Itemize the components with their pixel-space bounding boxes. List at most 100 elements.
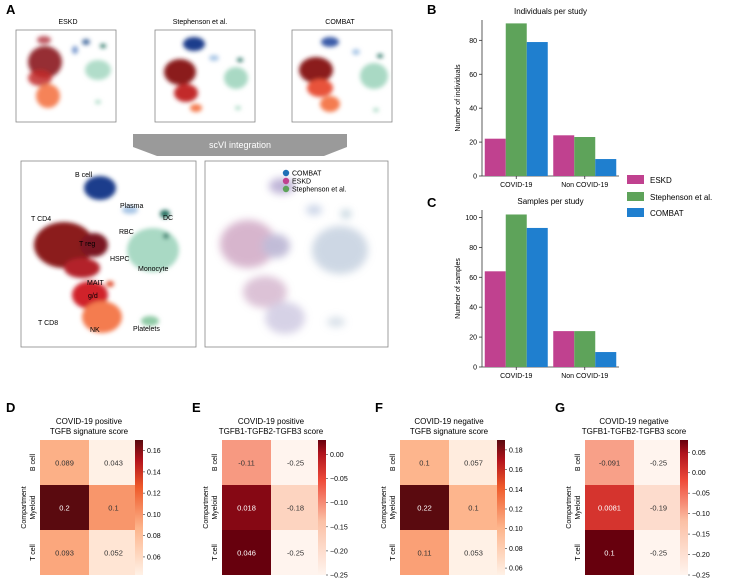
colorbar-tick-label: 0.16 bbox=[147, 448, 161, 455]
colorbar-tick-label: −0.25 bbox=[692, 573, 710, 579]
x-tick-label: Non COVID-19 bbox=[561, 373, 608, 380]
colorbar bbox=[318, 440, 326, 575]
colorbar-tick-label: −0.20 bbox=[692, 552, 710, 559]
heatmap-value: 0.046 bbox=[237, 549, 256, 558]
label-b-cell: B cell bbox=[75, 172, 93, 179]
heatmap-value: -0.25 bbox=[650, 459, 667, 468]
heatmap-title: TGFB signature score bbox=[50, 427, 129, 436]
heatmap-row-label: T cell bbox=[212, 544, 219, 561]
legend-marker-eskd bbox=[282, 177, 290, 185]
colorbar-tick-label: 0.12 bbox=[509, 506, 523, 513]
bar-eskd-non-covid-19 bbox=[553, 331, 575, 367]
label-t-cd8: T CD8 bbox=[38, 320, 58, 327]
heatmap-title: COVID-19 negative bbox=[599, 417, 669, 426]
legend-label-stephenson: Stephenson et al. bbox=[292, 187, 347, 194]
y-tick-label: 40 bbox=[469, 106, 477, 113]
heatmap-cell bbox=[585, 440, 634, 485]
heatmap-cell bbox=[89, 485, 138, 530]
heatmap-row-label: Myeloid bbox=[212, 495, 219, 519]
heatmap-cell bbox=[89, 440, 138, 485]
colorbar-tick-label: 0.06 bbox=[147, 554, 161, 561]
heatmap-value: 0.22 bbox=[417, 504, 432, 513]
label-t-reg: T reg bbox=[79, 241, 95, 248]
heatmap-row-label: Myeloid bbox=[30, 495, 37, 519]
heatmap-value: -0.11 bbox=[238, 459, 255, 468]
heatmap-cell bbox=[634, 530, 683, 575]
bar-combat-covid-19 bbox=[526, 227, 548, 367]
x-tick-label: Non COVID-19 bbox=[561, 182, 608, 189]
heatmap-title: COVID-19 negative bbox=[414, 417, 484, 426]
heatmap-row-label: T cell bbox=[390, 544, 397, 561]
umap-eskd: ESKD bbox=[15, 19, 117, 123]
heatmap-cell bbox=[89, 530, 138, 575]
heatmap-cell bbox=[271, 440, 320, 485]
label-nk: NK bbox=[90, 327, 100, 334]
chart-title: Individuals per study bbox=[514, 7, 587, 16]
umap-legend: COMBAT ESKD Stephenson et al. bbox=[282, 169, 347, 194]
umap-stephenson: Stephenson et al. bbox=[154, 19, 256, 123]
umap-combat: COMBAT bbox=[291, 19, 393, 123]
bar-combat-non-covid-19 bbox=[595, 159, 617, 176]
bar-chart-samples: Samples per study 0 20 40 60 80 100 Number of s… bbox=[455, 197, 619, 380]
heatmap-value: 0.0081 bbox=[598, 504, 621, 513]
legend-label-combat: COMBAT bbox=[292, 171, 322, 178]
y-tick-label: 20 bbox=[469, 140, 477, 147]
panel-letter-d: D bbox=[6, 400, 15, 415]
label-monocyte: Monocyte bbox=[138, 266, 168, 273]
umap-title-stephenson: Stephenson et al. bbox=[173, 19, 228, 26]
heatmap-row-label: B cell bbox=[575, 454, 582, 472]
colorbar-tick-label: 0.08 bbox=[509, 546, 523, 553]
colorbar-tick-label: 0.08 bbox=[147, 533, 161, 540]
bar-stephenson-et-al--covid-19 bbox=[505, 23, 527, 177]
heatmap-value: 0.053 bbox=[464, 549, 483, 558]
x-tick-label: COVID-19 bbox=[500, 373, 532, 380]
chart-title: Samples per study bbox=[517, 197, 583, 206]
colorbar-tick-label: −0.10 bbox=[692, 511, 710, 518]
bar-combat-covid-19 bbox=[526, 42, 548, 176]
heatmap-row-label: Myeloid bbox=[575, 495, 582, 519]
colorbar-tick-label: −0.15 bbox=[692, 532, 710, 539]
y-tick-label: 80 bbox=[469, 38, 477, 45]
heatmap-value: 0.052 bbox=[104, 549, 123, 558]
legend-label-eskd: ESKD bbox=[292, 179, 311, 186]
heatmap-value: 0.093 bbox=[55, 549, 74, 558]
y-tick-label: 40 bbox=[469, 305, 477, 312]
panel-letter-b: B bbox=[427, 2, 436, 17]
y-tick-label: 60 bbox=[469, 72, 477, 79]
bar-combat-non-covid-19 bbox=[595, 352, 617, 367]
colorbar-tick-label: −0.05 bbox=[692, 491, 710, 498]
colorbar-tick-label: 0.00 bbox=[330, 452, 344, 459]
panel-letter-c: C bbox=[427, 195, 437, 210]
bar-eskd-covid-19 bbox=[484, 271, 506, 367]
heatmap-cell bbox=[449, 485, 498, 530]
heatmap-cell bbox=[634, 440, 683, 485]
colorbar bbox=[680, 440, 688, 575]
label-platelets: Platelets bbox=[133, 326, 160, 333]
heatmap-title: TGFB1-TGFB2-TGFB3 score bbox=[219, 427, 324, 436]
label-t-cd4: T CD4 bbox=[31, 216, 51, 223]
label-mait: MAIT bbox=[87, 280, 104, 287]
colorbar-tick-label: −0.05 bbox=[330, 476, 348, 483]
heatmap-row-label: T cell bbox=[30, 544, 37, 561]
heatmap-cell bbox=[40, 485, 89, 530]
bar-chart-individuals: Individuals per study 0 20 40 60 80 Number of … bbox=[455, 7, 619, 189]
integration-label: scVI integration bbox=[209, 140, 271, 150]
heatmap-y-label: Compartment bbox=[21, 486, 28, 528]
heatmap-cell bbox=[222, 530, 271, 575]
bar-stephenson-et-al--non-covid-19 bbox=[574, 331, 596, 367]
heatmap-cell bbox=[222, 485, 271, 530]
label-hspc: HSPC bbox=[110, 256, 129, 263]
colorbar-tick-label: 0.14 bbox=[509, 487, 523, 494]
heatmap-title: TGFB signature score bbox=[410, 427, 489, 436]
heatmap-cell bbox=[449, 530, 498, 575]
bar-stephenson-et-al--covid-19 bbox=[505, 214, 527, 367]
heatmap-value: -0.18 bbox=[287, 504, 304, 513]
umap-title-eskd: ESKD bbox=[58, 19, 77, 26]
y-axis-label: Number of samples bbox=[455, 258, 462, 319]
panel-letter-e: E bbox=[192, 400, 201, 415]
colorbar-tick-label: 0.05 bbox=[692, 450, 706, 457]
heatmap-title: COVID-19 positive bbox=[238, 417, 305, 426]
